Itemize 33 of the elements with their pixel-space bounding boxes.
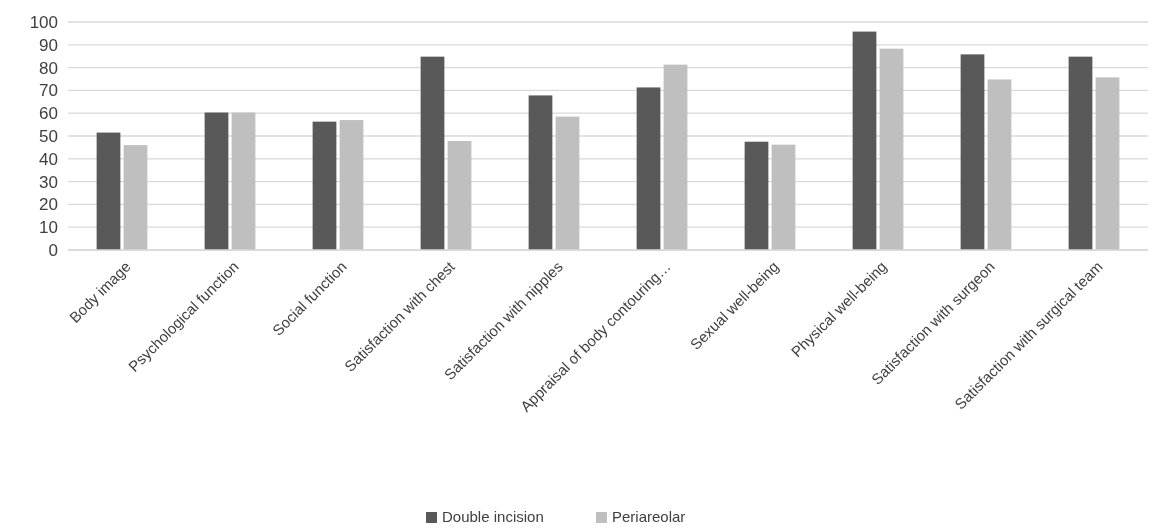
y-tick-label: 20 [39, 195, 58, 215]
y-tick-label: 70 [39, 81, 58, 101]
y-tick-label: 90 [39, 35, 58, 55]
bar [771, 144, 796, 250]
bar [420, 56, 445, 250]
bar [852, 31, 877, 250]
bar [1095, 77, 1120, 250]
bar [1068, 56, 1093, 250]
y-tick-label: 30 [39, 172, 58, 192]
bar [231, 112, 256, 250]
bar [123, 145, 148, 250]
bar [339, 120, 364, 250]
bar [312, 121, 337, 250]
bar [555, 116, 580, 250]
y-tick-label: 0 [48, 240, 58, 260]
y-tick-label: 50 [39, 126, 58, 146]
y-tick-label: 10 [39, 218, 58, 238]
bar [987, 79, 1012, 250]
bar [663, 64, 688, 250]
bar [744, 141, 769, 250]
bar [204, 112, 229, 250]
legend-label: Periareolar [612, 508, 686, 525]
y-tick-label: 40 [39, 149, 58, 169]
y-tick-label: 60 [39, 104, 58, 124]
bar [447, 141, 472, 250]
bar [96, 132, 121, 250]
y-tick-label: 80 [39, 58, 58, 78]
bar [960, 54, 985, 250]
bar [636, 87, 661, 250]
bar [528, 95, 553, 250]
y-tick-label: 100 [29, 12, 58, 32]
bar [879, 48, 904, 250]
legend-label: Double incision [442, 508, 544, 525]
